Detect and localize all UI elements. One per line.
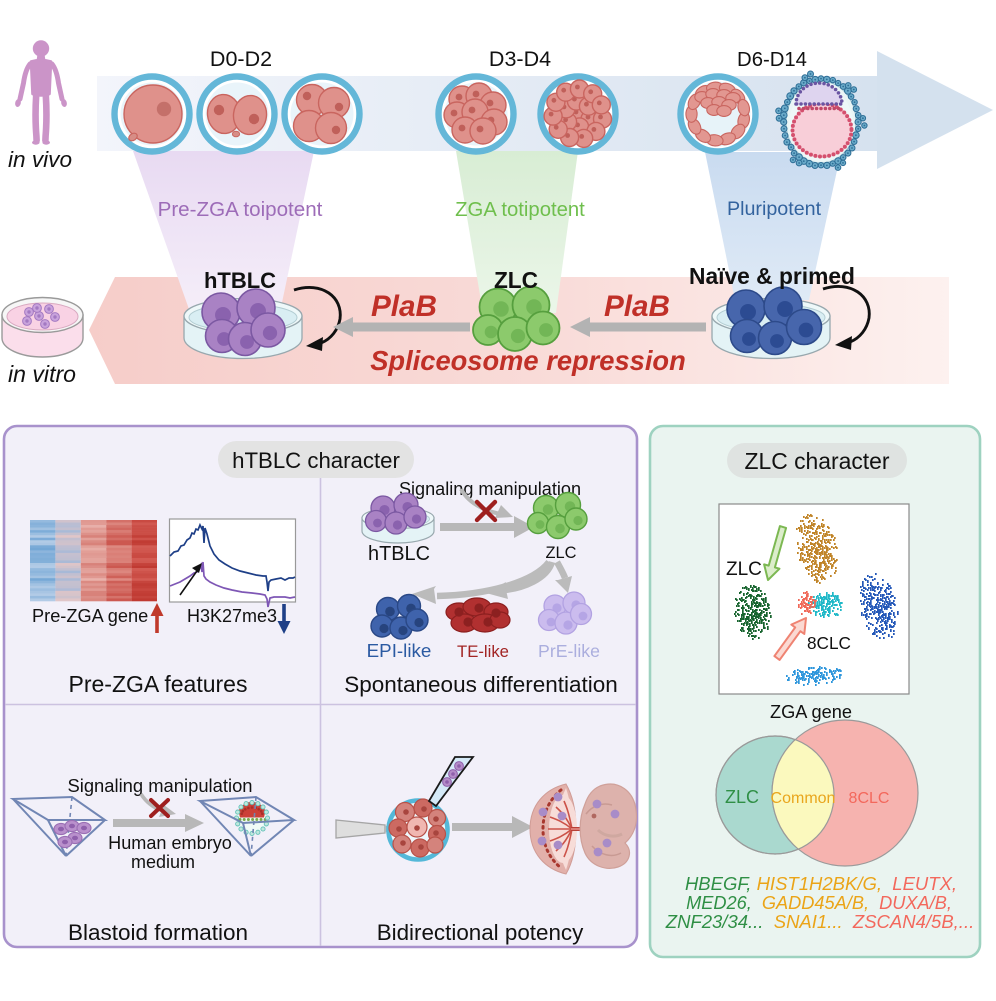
svg-text:EPI-like: EPI-like	[367, 640, 432, 661]
svg-text:TE-like: TE-like	[457, 642, 509, 661]
svg-text:8CLC: 8CLC	[807, 633, 851, 653]
svg-text:Signaling manipulation: Signaling manipulation	[399, 479, 581, 499]
svg-text:PlaB: PlaB	[604, 290, 670, 323]
svg-text:Naïve & primed: Naïve & primed	[689, 263, 855, 289]
svg-text:H3K27me3: H3K27me3	[187, 606, 277, 626]
svg-text:Spontaneous differentiation: Spontaneous differentiation	[344, 672, 618, 697]
svg-text:Pluripotent: Pluripotent	[727, 198, 822, 220]
svg-text:8CLC: 8CLC	[849, 790, 890, 807]
svg-text:ZGA gene: ZGA gene	[770, 702, 852, 722]
svg-text:Pre-ZGA features: Pre-ZGA features	[69, 671, 248, 697]
svg-text:Signaling manipulation: Signaling manipulation	[67, 775, 252, 796]
svg-text:PlaB: PlaB	[371, 290, 437, 323]
svg-text:ZLC: ZLC	[726, 559, 762, 580]
svg-text:hTBLC character: hTBLC character	[232, 448, 400, 473]
svg-text:Pre-ZGA gene: Pre-ZGA gene	[32, 606, 148, 626]
svg-text:ZNF23/34... SNAI1... ZSCAN4/: ZNF23/34... SNAI1... ZSCAN4/5B,...	[665, 911, 974, 932]
svg-text:hTBLC: hTBLC	[204, 268, 276, 293]
svg-text:PrE-like: PrE-like	[538, 641, 600, 661]
svg-text:Human embryo: Human embryo	[108, 833, 232, 853]
svg-text:in vitro: in vitro	[8, 361, 76, 387]
svg-text:ZLC: ZLC	[546, 544, 577, 562]
svg-text:Blastoid formation: Blastoid formation	[68, 920, 248, 945]
svg-text:D0-D2: D0-D2	[210, 47, 272, 71]
svg-text:ZGA totipotent: ZGA totipotent	[455, 199, 585, 221]
svg-text:D6-D14: D6-D14	[737, 49, 807, 71]
svg-text:Spliceosome repression: Spliceosome repression	[370, 345, 686, 376]
svg-text:MED26, GADD45A/B, DUXA/B,: MED26, GADD45A/B, DUXA/B,	[686, 893, 952, 913]
svg-text:ZLC character: ZLC character	[744, 448, 889, 474]
svg-text:Pre-ZGA toipotent: Pre-ZGA toipotent	[158, 198, 323, 221]
svg-text:HBEGF, HIST1H2BK/G, LEUTX,: HBEGF, HIST1H2BK/G, LEUTX,	[685, 873, 957, 894]
svg-text:Common: Common	[771, 790, 836, 807]
svg-text:medium: medium	[131, 852, 195, 872]
svg-text:D3-D4: D3-D4	[489, 47, 551, 71]
svg-text:ZLC: ZLC	[494, 267, 538, 293]
svg-text:Bidirectional potency: Bidirectional potency	[377, 920, 584, 945]
svg-text:in vivo: in vivo	[8, 147, 72, 172]
svg-text:hTBLC: hTBLC	[368, 543, 430, 565]
svg-text:ZLC: ZLC	[725, 787, 759, 807]
